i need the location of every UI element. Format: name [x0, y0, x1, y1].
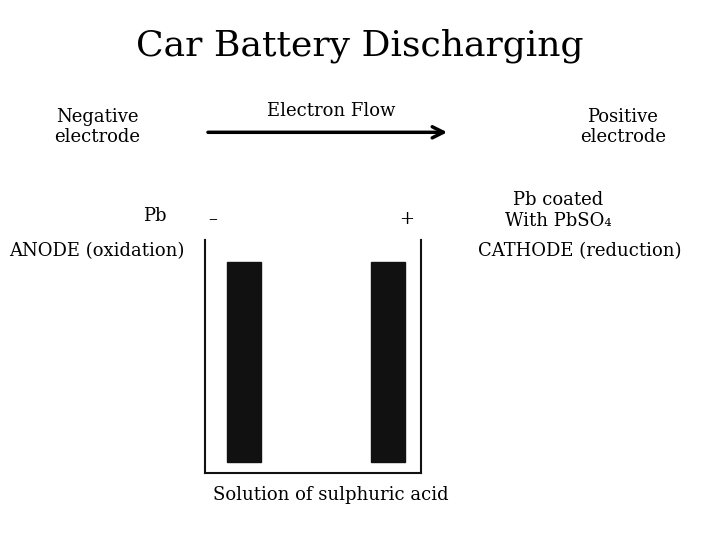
- Text: Solution of sulphuric acid: Solution of sulphuric acid: [213, 486, 449, 504]
- Text: CATHODE (reduction): CATHODE (reduction): [478, 242, 681, 260]
- Bar: [371, 262, 405, 462]
- Text: Pb: Pb: [143, 207, 166, 225]
- Text: +: +: [400, 210, 414, 228]
- Text: Electron Flow: Electron Flow: [267, 102, 395, 120]
- Text: Negative
electrode: Negative electrode: [54, 107, 140, 146]
- Text: Pb coated
With PbSO₄: Pb coated With PbSO₄: [505, 191, 611, 230]
- Text: Car Battery Discharging: Car Battery Discharging: [136, 29, 584, 63]
- Text: ANODE (oxidation): ANODE (oxidation): [9, 242, 185, 260]
- Text: –: –: [208, 210, 217, 228]
- Bar: [227, 262, 261, 462]
- Text: Positive
electrode: Positive electrode: [580, 107, 666, 146]
